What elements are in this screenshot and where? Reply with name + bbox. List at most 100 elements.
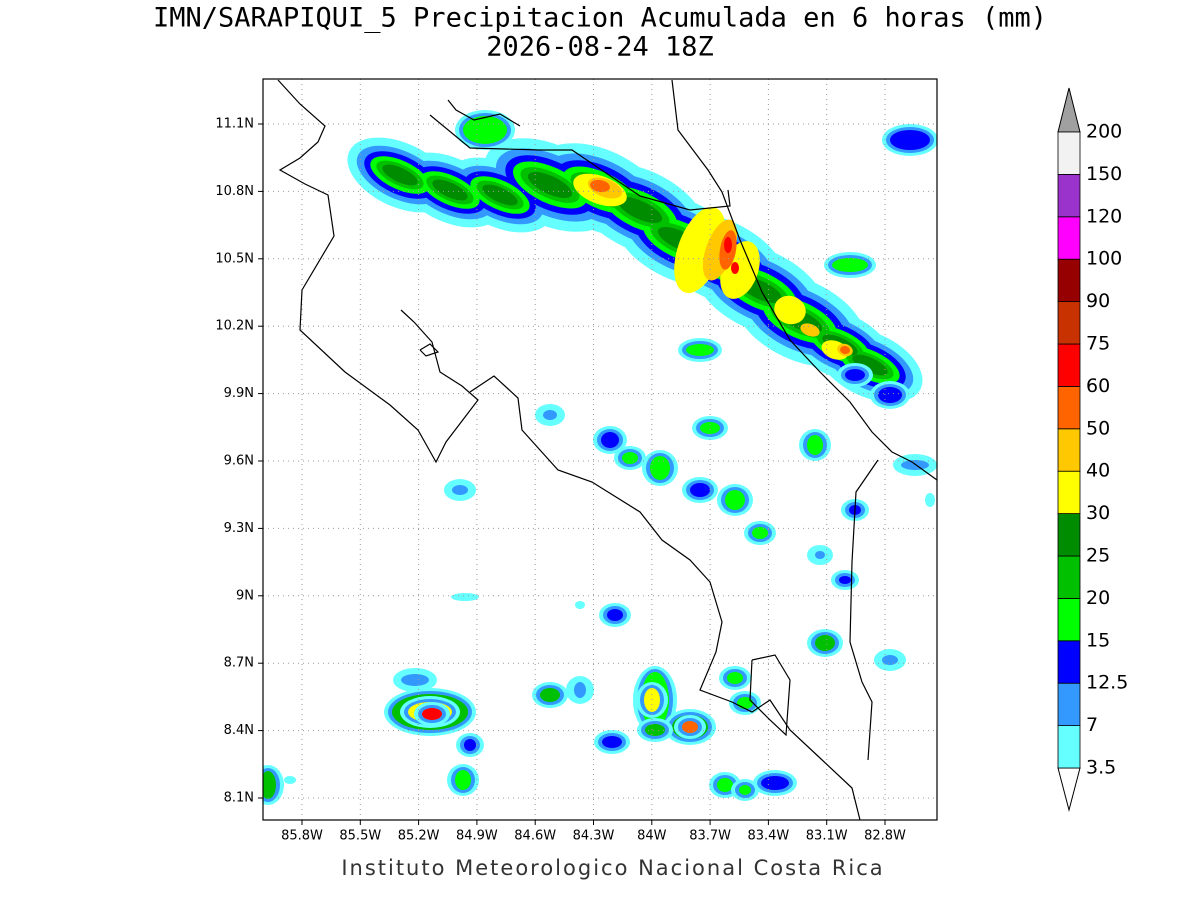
rain-area <box>682 721 698 733</box>
rain-area <box>601 432 619 448</box>
rain-area <box>739 785 751 795</box>
subtitle: 2026-08-24 18Z <box>486 32 714 63</box>
colorbar-swatch <box>1057 640 1081 684</box>
colorbar-swatch <box>1057 301 1081 345</box>
rain-area <box>731 262 739 274</box>
colorbar-label: 3.5 <box>1086 757 1116 779</box>
rain-area <box>543 410 557 420</box>
rain-area <box>890 130 930 150</box>
lat-label: 10.5N <box>215 251 254 266</box>
rain-area <box>284 776 296 784</box>
lon-label: 83.1W <box>806 829 848 844</box>
rain-area <box>815 551 825 559</box>
axes: 85.8W 85.5W 85.2W 84.9W 84.6W 84.3W 84W 83.7W 83… <box>215 117 906 844</box>
rain-area <box>482 184 518 206</box>
colorbar-label: 50 <box>1086 417 1110 439</box>
rain-area <box>645 724 665 736</box>
rain-area <box>925 493 935 507</box>
lon-label: 85.8W <box>281 829 323 844</box>
colorbar-label: 20 <box>1086 587 1110 609</box>
lat-label: 8.1N <box>224 791 254 806</box>
colorbar-swatch <box>1057 385 1081 430</box>
lat-label: 9.9N <box>224 386 254 401</box>
rain-area <box>832 258 868 272</box>
rain-area <box>839 576 851 584</box>
lat-label: 9N <box>236 588 254 603</box>
rain-area <box>463 116 507 144</box>
title: IMN/SARAPIQUI_5 Precipitacion Acumulada … <box>153 3 1047 34</box>
colorbar-swatch <box>1057 513 1081 557</box>
colorbar-swatch <box>1057 725 1081 769</box>
colorbar-swatch <box>1057 258 1081 303</box>
colorbar-label: 150 <box>1086 163 1122 185</box>
rain-area <box>852 354 888 376</box>
colorbar-label: 40 <box>1086 460 1110 482</box>
rain-area <box>575 601 585 609</box>
colorbar-above <box>1057 87 1081 133</box>
rain-area <box>815 635 835 651</box>
rain-area <box>807 435 823 455</box>
grid <box>263 79 937 820</box>
lon-label: 85.2W <box>398 829 440 844</box>
colorbar-label: 60 <box>1086 375 1110 397</box>
lon-label: 84.3W <box>573 829 615 844</box>
colorbar-below <box>1057 767 1081 812</box>
colorbar-label: 90 <box>1086 290 1110 312</box>
lon-label: 83.7W <box>689 829 731 844</box>
rain-area <box>800 323 820 337</box>
colorbar-label: 100 <box>1086 248 1122 270</box>
lat-label: 9.3N <box>224 521 254 536</box>
rain-area <box>878 387 902 403</box>
colorbar-label: 75 <box>1086 333 1110 355</box>
colorbar-swatch <box>1057 598 1081 642</box>
rain-area <box>401 674 429 686</box>
rain-area <box>644 688 660 712</box>
colorbar-label: 12.5 <box>1086 672 1128 694</box>
lat-label: 10.8N <box>215 184 254 199</box>
rain-area <box>422 708 442 720</box>
rain-area <box>882 655 898 665</box>
colorbar-swatch <box>1057 428 1081 472</box>
rain-area <box>774 295 806 325</box>
colorbar-label: 30 <box>1086 502 1110 524</box>
rain-area <box>650 456 670 480</box>
colorbar-label: 120 <box>1086 205 1122 227</box>
colorbar-swatch <box>1057 343 1081 387</box>
rain-area <box>455 770 471 790</box>
rain-area <box>686 344 714 356</box>
colorbar-label: 7 <box>1086 714 1098 736</box>
rain-area <box>263 771 276 799</box>
rain-area <box>622 452 638 464</box>
rain-area <box>451 593 479 601</box>
osa-peninsula <box>749 654 791 737</box>
colorbar: 3.5 7 12.5 15 20 25 30 40 50 60 75 90 100 120 150 200 <box>1057 87 1128 812</box>
rain-area <box>840 345 850 355</box>
caribbean-coast <box>671 79 937 481</box>
colorbar-label: 25 <box>1086 545 1110 567</box>
rain-area <box>590 179 610 193</box>
lat-label: 11.1N <box>215 117 254 132</box>
pacific-coast <box>277 79 479 464</box>
rain-area <box>574 682 586 698</box>
lat-label: 8.7N <box>224 656 254 671</box>
colorbar-swatch <box>1057 173 1081 218</box>
island <box>419 343 440 357</box>
colorbar-swatch <box>1057 682 1081 727</box>
lon-label: 83.4W <box>747 829 789 844</box>
coastlines <box>277 79 937 820</box>
footer: Instituto Meteorologico Nacional Costa R… <box>341 856 884 880</box>
rain-area <box>752 527 768 539</box>
rain-area <box>602 736 622 748</box>
rain-area <box>382 164 418 186</box>
rain-area <box>725 490 745 510</box>
lake-shore <box>447 99 521 127</box>
rain-area <box>724 237 732 253</box>
colorbar-label: 200 <box>1086 121 1122 143</box>
lon-label: 84.9W <box>456 829 498 844</box>
lat-label: 10.2N <box>215 319 254 334</box>
colorbar-swatch <box>1057 470 1081 515</box>
rain-area <box>464 739 476 751</box>
lon-label: 84.6W <box>514 829 556 844</box>
map-frame <box>262 78 938 821</box>
